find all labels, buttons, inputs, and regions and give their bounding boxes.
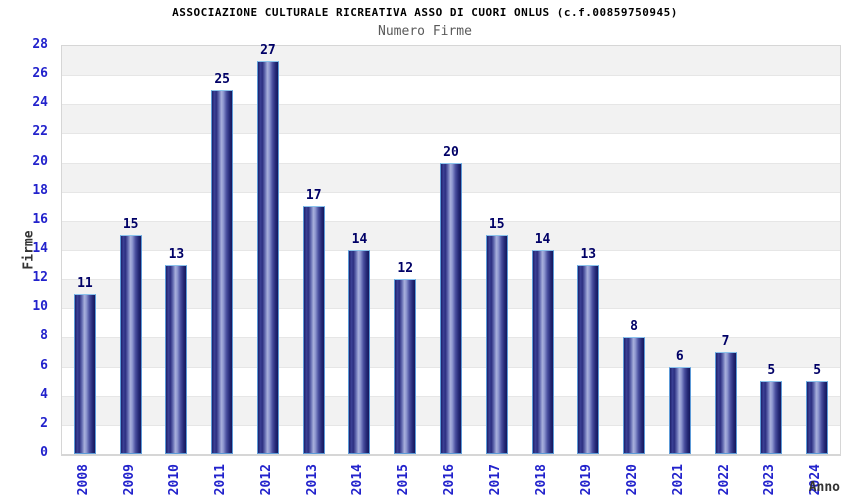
bar-2017	[485, 235, 508, 454]
x-tick-label: 2023	[762, 464, 778, 496]
bar-value-label: 25	[214, 71, 230, 87]
bar-2018	[531, 250, 554, 454]
y-tick-label: 14	[32, 241, 48, 256]
y-tick-label: 24	[32, 95, 48, 111]
bar-2009	[119, 235, 142, 454]
bar-value-label: 11	[77, 275, 93, 291]
bar-value-label: 6	[675, 348, 684, 364]
x-axis-title: Anno	[808, 480, 840, 495]
bar-2022	[714, 352, 737, 454]
bar-value-label: 14	[534, 232, 551, 247]
y-tick-label: 10	[32, 299, 48, 315]
bar-2024	[806, 381, 829, 454]
x-tick-label: 2015	[396, 464, 412, 496]
bar-2023	[760, 381, 783, 454]
x-tick-label: 2016	[442, 464, 457, 496]
chart-title: ASSOCIAZIONE CULTURALE RICREATIVA ASSO D…	[172, 6, 678, 19]
x-tick-label: 2009	[121, 464, 137, 496]
bar-value-label: 14	[351, 232, 368, 247]
y-tick-label: 6	[40, 357, 48, 373]
bar-value-label: 13	[168, 246, 185, 262]
bar-2014	[348, 250, 371, 454]
y-tick-label: 0	[40, 445, 48, 460]
bar-value-label: 13	[580, 246, 597, 262]
y-tick-label: 16	[32, 211, 48, 227]
grid-band	[62, 104, 840, 134]
bar-value-label: 5	[813, 363, 822, 379]
y-tick-label: 12	[32, 270, 48, 286]
bar-2019	[577, 264, 600, 454]
y-tick-label: 2	[40, 415, 48, 431]
bar-2012	[256, 60, 279, 454]
x-tick-label: 2021	[670, 464, 686, 496]
grid-band	[62, 46, 840, 76]
bar-2015	[394, 279, 417, 454]
x-tick-label: 2010	[167, 464, 183, 496]
bar-value-label: 15	[488, 217, 505, 233]
x-tick-label: 2018	[533, 464, 549, 496]
bar-value-label: 12	[397, 261, 414, 277]
y-tick-label: 20	[32, 153, 48, 169]
x-tick-label: 2020	[625, 464, 641, 496]
y-tick-label: 22	[32, 124, 48, 140]
x-tick-label: 2008	[75, 464, 91, 496]
bar-value-label: 8	[630, 319, 638, 335]
bar-2011	[211, 89, 234, 454]
x-tick-label: 2011	[213, 464, 229, 496]
bar-2010	[165, 264, 188, 454]
y-tick-label: 8	[40, 328, 48, 344]
y-tick-label: 26	[32, 66, 48, 82]
bar-2016	[440, 162, 462, 454]
bar-value-label: 15	[122, 217, 139, 233]
y-tick-label: 18	[32, 182, 48, 198]
bar-value-label: 20	[443, 144, 459, 160]
x-tick-label: 2019	[579, 464, 595, 496]
y-tick-label: 28	[32, 37, 48, 52]
bar-value-label: 17	[305, 188, 322, 204]
bar-2008	[73, 293, 96, 454]
chart-subtitle: Numero Firme	[378, 24, 472, 39]
x-tick-label: 2013	[304, 464, 320, 496]
x-tick-label: 2017	[487, 464, 503, 496]
bar-2021	[668, 366, 691, 454]
gridline	[62, 104, 840, 105]
y-tick-label: 4	[40, 386, 48, 402]
x-tick-label: 2012	[258, 464, 274, 496]
gridline	[62, 133, 840, 134]
bar-2020	[623, 337, 646, 454]
bar-2013	[302, 206, 325, 454]
bar-value-label: 7	[721, 334, 730, 349]
bar-value-label: 5	[767, 363, 776, 379]
plot-area: 11 15 13 25 27 17 14 12 20 15 14 13 8 6 7 5 5	[61, 42, 841, 456]
bar-value-label: 27	[260, 42, 276, 58]
x-tick-label: 2022	[716, 464, 732, 496]
x-tick-label: 2014	[350, 464, 366, 496]
gridline	[62, 75, 840, 76]
